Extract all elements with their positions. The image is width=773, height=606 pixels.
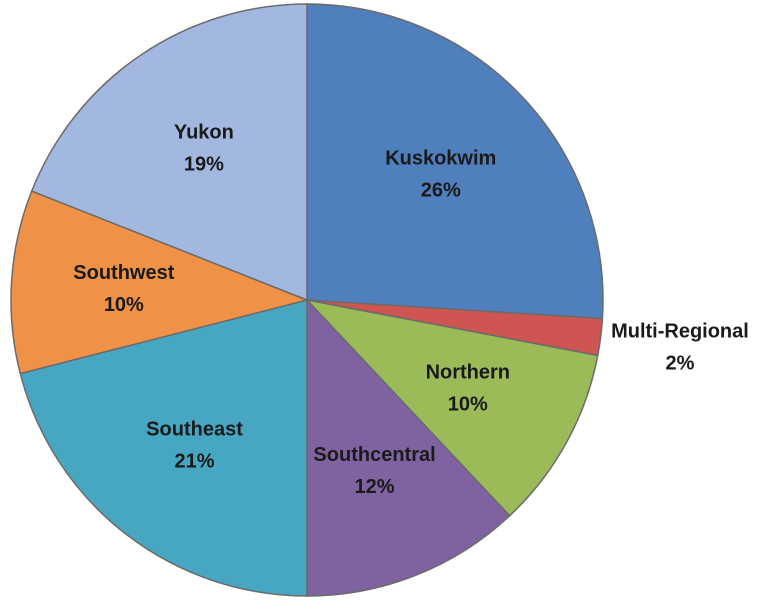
value-label: 12%: [355, 476, 395, 498]
value-label: 19%: [184, 153, 224, 175]
pie-slice: [306, 298, 511, 597]
pie-slice: [306, 3, 604, 320]
pie-slice: [10, 190, 310, 375]
slice-label: Southeast: [146, 418, 243, 440]
value-label: 26%: [421, 180, 461, 202]
value-label: 21%: [175, 450, 215, 472]
slice-label: Kuskokwim: [385, 148, 496, 170]
slice-label: Multi-Regional: [611, 320, 749, 342]
pie-slice: [19, 299, 308, 597]
pie-slice: [30, 3, 308, 302]
value-label: 10%: [104, 294, 144, 316]
slice-label: Yukon: [174, 121, 234, 143]
pie-slice: [304, 298, 599, 517]
slice-label: Northern: [426, 362, 510, 384]
slice-label: Southcentral: [313, 444, 435, 466]
slice-label: Southwest: [73, 262, 174, 284]
value-label: 10%: [448, 394, 488, 416]
value-label: 2%: [666, 352, 695, 374]
